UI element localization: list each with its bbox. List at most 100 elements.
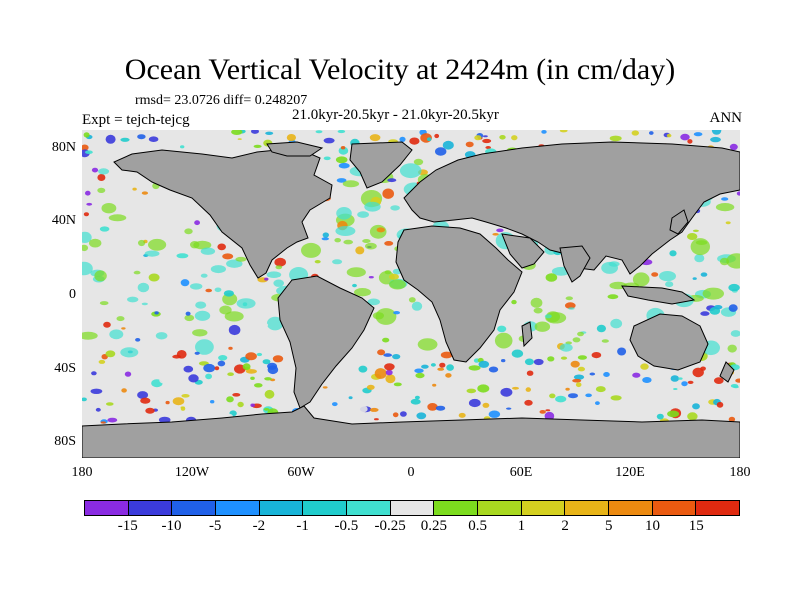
velocity-patch (526, 370, 534, 376)
lon-label-120e: 120E (615, 465, 645, 480)
velocity-patch (476, 225, 485, 229)
velocity-patch (103, 321, 111, 328)
velocity-patch (400, 411, 407, 417)
velocity-patch (715, 203, 735, 212)
lon-label-60w: 60W (287, 465, 315, 480)
velocity-patch (91, 371, 97, 376)
velocity-patch (267, 362, 278, 370)
velocity-patch (83, 212, 89, 217)
period-label: 21.0kyr-20.5kyr - 21.0kyr-20.5kyr (292, 107, 499, 123)
velocity-patch (194, 220, 200, 226)
velocity-patch (214, 287, 222, 293)
velocity-patch (393, 311, 400, 315)
velocity-patch (437, 367, 445, 371)
velocity-patch (323, 156, 331, 161)
velocity-patch (716, 401, 724, 408)
velocity-patch (319, 208, 327, 212)
velocity-patch (237, 138, 242, 140)
velocity-patch (568, 393, 578, 399)
velocity-patch (242, 302, 248, 307)
velocity-patch (560, 356, 568, 360)
velocity-patch (577, 366, 585, 372)
velocity-patch (399, 163, 422, 179)
velocity-patch (223, 153, 228, 156)
velocity-patch (387, 178, 397, 183)
velocity-patch (228, 324, 241, 336)
velocity-patch (105, 350, 116, 358)
velocity-patch (228, 346, 233, 350)
colorbar-label: 2 (561, 518, 569, 534)
figure-title: Ocean Vertical Velocity at 2424m (in cm/… (124, 53, 676, 86)
velocity-patch (589, 372, 596, 376)
velocity-patch (222, 253, 234, 260)
velocity-patch (687, 412, 698, 421)
velocity-patch (89, 238, 102, 248)
velocity-patch (273, 279, 284, 287)
velocity-patch (511, 135, 518, 141)
velocity-patch (693, 132, 703, 137)
africa (395, 225, 523, 363)
velocity-patch (192, 329, 208, 337)
velocity-patch (385, 374, 396, 384)
colorbar-box (609, 501, 653, 515)
velocity-patch (221, 143, 229, 148)
velocity-patch (631, 130, 639, 136)
velocity-patch (90, 388, 103, 394)
velocity-patch (488, 366, 499, 373)
velocity-patch (210, 400, 215, 404)
velocity-patch (346, 267, 366, 278)
velocity-patch (264, 389, 275, 399)
lon-label-180w: 180 (71, 465, 93, 480)
velocity-patch (190, 207, 198, 213)
velocity-patch (430, 363, 436, 367)
colorbar-label: 0.5 (468, 518, 487, 534)
velocity-patch (421, 364, 429, 369)
velocity-patch (232, 393, 241, 397)
velocity-patch (252, 326, 264, 333)
velocity-patch (680, 133, 690, 141)
velocity-patch (337, 130, 346, 134)
velocity-patch (512, 386, 519, 390)
velocity-patch (172, 397, 185, 406)
velocity-patch (534, 321, 551, 332)
velocity-patch (82, 331, 98, 340)
velocity-patch (377, 349, 386, 356)
velocity-patch (226, 259, 243, 268)
velocity-patch (499, 135, 506, 140)
velocity-patch (184, 228, 193, 235)
velocity-patch (334, 238, 341, 243)
velocity-patch (266, 316, 284, 331)
velocity-patch (120, 137, 130, 142)
velocity-patch (250, 376, 255, 380)
velocity-patch (570, 360, 580, 368)
velocity-patch (85, 150, 93, 154)
velocity-patch (474, 135, 482, 141)
velocity-patch (572, 378, 582, 383)
velocity-patch (352, 283, 357, 288)
colorbar-label: -15 (117, 518, 138, 534)
velocity-patch (545, 273, 558, 282)
velocity-patch (82, 231, 92, 243)
velocity-patch (145, 407, 155, 414)
colorbar-label: 10 (645, 518, 661, 534)
velocity-patch (137, 282, 150, 293)
velocity-patch (133, 270, 141, 275)
colorbar-box (390, 501, 435, 515)
velocity-patch (362, 239, 371, 243)
velocity-patch (728, 304, 738, 312)
velocity-patch (545, 409, 551, 412)
velocity-patch (549, 393, 556, 399)
colorbar-box (347, 501, 391, 515)
velocity-patch (263, 408, 270, 411)
velocity-patch (82, 244, 89, 252)
velocity-patch (99, 226, 110, 232)
colorbar-label: -0.5 (334, 518, 359, 534)
velocity-patch (275, 265, 283, 270)
velocity-patch (97, 187, 106, 193)
velocity-patch (372, 312, 384, 320)
experiment-label: Expt = tejch-tejcg (82, 112, 190, 128)
velocity-patch (384, 363, 395, 371)
velocity-patch (165, 400, 170, 405)
velocity-patch (595, 401, 600, 405)
